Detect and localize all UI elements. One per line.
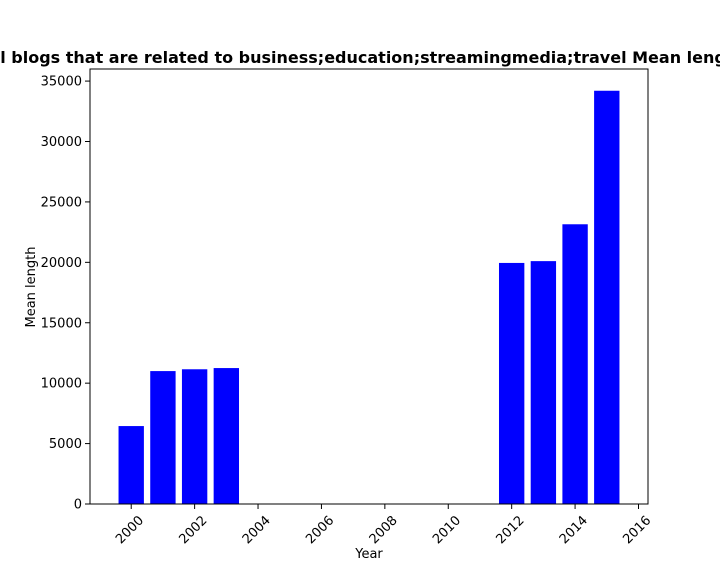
y-tick-label: 30000 — [41, 135, 82, 150]
x-tick-label: 2010 — [430, 513, 464, 547]
y-tick-label: 20000 — [41, 256, 82, 271]
bar-2000 — [118, 426, 144, 504]
x-tick-label: 2004 — [240, 513, 274, 547]
bar-2001 — [150, 371, 176, 504]
x-tick-label: 2014 — [557, 513, 591, 547]
bar-2003 — [213, 368, 240, 504]
x-tick-label: 2006 — [303, 513, 337, 547]
x-tick-label: 2000 — [113, 513, 147, 547]
x-tick-label: 2012 — [493, 513, 527, 547]
chart-title: Mean length of all blogs that are relate… — [0, 48, 720, 67]
bar-2012 — [498, 262, 525, 504]
y-tick-label: 25000 — [41, 195, 82, 210]
x-tick-label: 2016 — [620, 513, 654, 547]
y-tick-label: 35000 — [41, 75, 82, 90]
y-axis-label: Mean length — [24, 247, 39, 328]
x-axis-ticks: 2000 2002 2004 2006 2008 2010 2012 2014 2016 — [113, 504, 654, 547]
y-tick-label: 15000 — [41, 316, 82, 331]
bar-2014 — [562, 224, 588, 505]
y-tick-label: 10000 — [41, 377, 82, 392]
bar-2015 — [594, 90, 620, 504]
y-tick-label: 0 — [74, 498, 82, 513]
y-axis-ticks: 0 5000 10000 15000 20000 25000 30000 35000 — [41, 75, 90, 513]
bars-group — [118, 90, 620, 505]
bar-2013 — [530, 261, 557, 504]
bar-2002 — [181, 369, 208, 504]
plot-frame — [89, 68, 649, 505]
y-tick-label: 5000 — [49, 437, 82, 452]
x-axis-label: Year — [354, 547, 383, 562]
x-tick-label: 2002 — [176, 513, 210, 547]
x-tick-label: 2008 — [367, 513, 401, 547]
